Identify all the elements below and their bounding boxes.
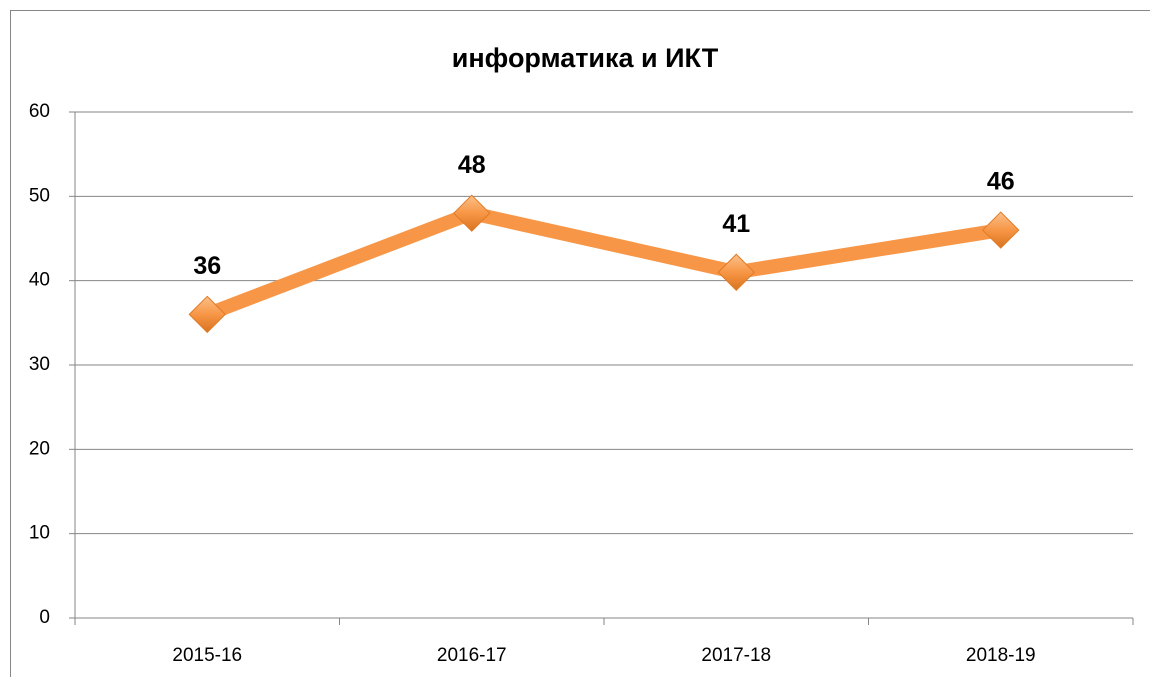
y-tick-label: 60 bbox=[29, 101, 50, 122]
data-label: 36 bbox=[193, 252, 221, 280]
y-tick-label: 50 bbox=[29, 185, 50, 206]
data-label: 46 bbox=[987, 168, 1015, 196]
data-label: 48 bbox=[458, 151, 486, 179]
y-tick-label: 10 bbox=[29, 523, 50, 544]
chart-title: информатика и ИКТ bbox=[452, 43, 719, 73]
y-tick-label: 20 bbox=[29, 438, 50, 459]
chart-border bbox=[11, 11, 1150, 678]
x-tick-label: 2016-17 bbox=[437, 645, 507, 666]
x-tick-label: 2015-16 bbox=[172, 645, 242, 666]
y-tick-label: 40 bbox=[29, 270, 50, 291]
y-tick-label: 0 bbox=[39, 607, 50, 628]
y-tick-label: 30 bbox=[29, 354, 50, 375]
x-tick-label: 2018-19 bbox=[966, 645, 1036, 666]
data-label: 41 bbox=[722, 210, 750, 238]
x-tick-label: 2017-18 bbox=[701, 645, 771, 666]
